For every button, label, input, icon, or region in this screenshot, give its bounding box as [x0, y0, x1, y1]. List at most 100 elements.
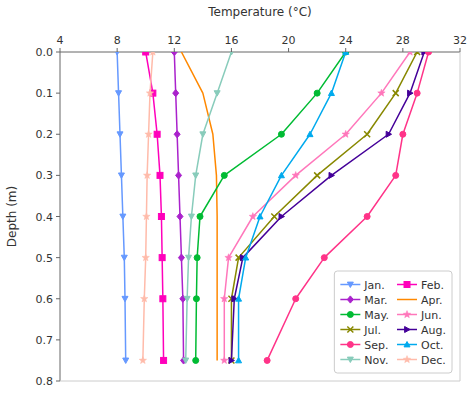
legend-handle — [397, 342, 417, 347]
legend-handle — [397, 356, 417, 363]
y-tick — [56, 134, 60, 135]
series-marker — [328, 90, 334, 95]
series-marker — [228, 357, 234, 363]
x-axis-line — [60, 52, 460, 53]
legend-handle-marker — [347, 327, 353, 333]
series-marker — [146, 89, 153, 96]
series-line — [143, 52, 153, 360]
series-marker — [386, 131, 391, 137]
y-tick-label: 0.2 — [36, 128, 54, 141]
x-tick-label: 32 — [453, 34, 467, 47]
legend-label: Nov. — [364, 354, 388, 367]
series — [193, 52, 349, 363]
series-marker — [176, 172, 182, 179]
series-marker — [406, 52, 413, 55]
series-marker — [143, 213, 150, 220]
y-tick-label: 0.3 — [36, 169, 54, 182]
legend-items: Jan.Feb.Mar.Apr.May.Jun.Jul.Aug.Sep.Oct.… — [340, 279, 446, 367]
plot-frame-bottom — [60, 381, 460, 382]
legend-handle-marker — [347, 282, 353, 287]
x-tick — [231, 48, 232, 52]
series-marker — [193, 296, 199, 302]
x-tick — [402, 48, 403, 52]
legend-handle-marker — [347, 296, 353, 303]
series-marker — [117, 132, 123, 137]
series-marker — [236, 357, 242, 362]
series-marker — [171, 52, 177, 56]
y-axis: 0.00.10.20.30.40.50.60.70.8Depth (m) — [5, 46, 60, 388]
series-marker — [154, 131, 160, 137]
series-marker — [149, 52, 156, 55]
series-marker — [197, 214, 203, 220]
series-marker — [143, 52, 149, 55]
series-marker — [118, 173, 124, 178]
legend-handle — [397, 311, 417, 318]
series-line — [239, 52, 346, 360]
legend-handle-marker — [347, 342, 353, 348]
x-tick-label: 4 — [57, 34, 64, 47]
series-marker — [343, 52, 349, 54]
series-marker — [183, 358, 189, 363]
series — [183, 52, 235, 363]
series-marker — [221, 357, 228, 364]
series-marker — [408, 90, 413, 96]
legend-box — [334, 271, 452, 373]
series-marker — [177, 213, 183, 220]
series-marker — [236, 296, 242, 301]
series-marker — [329, 172, 334, 178]
legend-label: Aug. — [421, 324, 446, 337]
series-marker — [243, 255, 249, 260]
legend: Jan.Feb.Mar.Apr.May.Jun.Jul.Aug.Sep.Oct.… — [334, 271, 452, 373]
series-marker — [393, 90, 399, 96]
series-marker — [293, 296, 299, 302]
series-marker — [121, 255, 127, 260]
x-tick-label: 24 — [339, 34, 353, 47]
y-tick — [56, 52, 60, 53]
legend-handle-line — [397, 299, 417, 301]
series-marker — [114, 52, 120, 55]
series — [236, 52, 349, 363]
legend-label: May. — [364, 309, 389, 322]
series-marker — [221, 172, 227, 178]
series-marker — [157, 172, 163, 178]
legend-handle-marker — [403, 311, 410, 318]
y-tick-label: 0.8 — [36, 375, 54, 388]
series-marker — [221, 295, 228, 302]
legend-handle-marker — [404, 282, 410, 288]
legend-handle — [397, 327, 417, 333]
series-marker — [194, 255, 200, 261]
legend-label: Oct. — [421, 339, 444, 352]
series-marker — [264, 357, 270, 363]
legend-handle — [340, 282, 360, 287]
series-marker — [122, 296, 128, 301]
y-tick — [56, 339, 60, 340]
series-marker — [142, 254, 149, 261]
series — [139, 52, 156, 364]
series-marker — [188, 214, 194, 219]
series-line — [196, 52, 346, 360]
legend-handle — [340, 342, 360, 348]
series — [264, 52, 431, 363]
series-marker — [193, 173, 199, 178]
series-marker — [400, 131, 406, 137]
series-marker — [214, 91, 220, 96]
legend-handle-marker — [405, 327, 410, 333]
series-marker — [257, 214, 263, 219]
series-marker — [292, 171, 299, 178]
series-marker — [184, 296, 190, 301]
chart: 48121620242832Temperature (°C)0.00.10.20… — [0, 0, 474, 395]
series-marker — [200, 132, 206, 137]
series-marker — [143, 171, 150, 178]
series-marker — [228, 52, 234, 55]
legend-handle-marker — [347, 312, 353, 318]
legend-label: Sep. — [364, 339, 388, 352]
series-line — [186, 52, 232, 360]
series-marker — [174, 131, 180, 138]
legend-label: Jun. — [420, 309, 442, 322]
series-marker — [278, 172, 284, 177]
series-marker — [139, 357, 146, 364]
series-marker — [161, 357, 167, 363]
series-marker — [159, 255, 165, 261]
series-marker — [314, 90, 320, 96]
series-marker — [426, 52, 432, 55]
